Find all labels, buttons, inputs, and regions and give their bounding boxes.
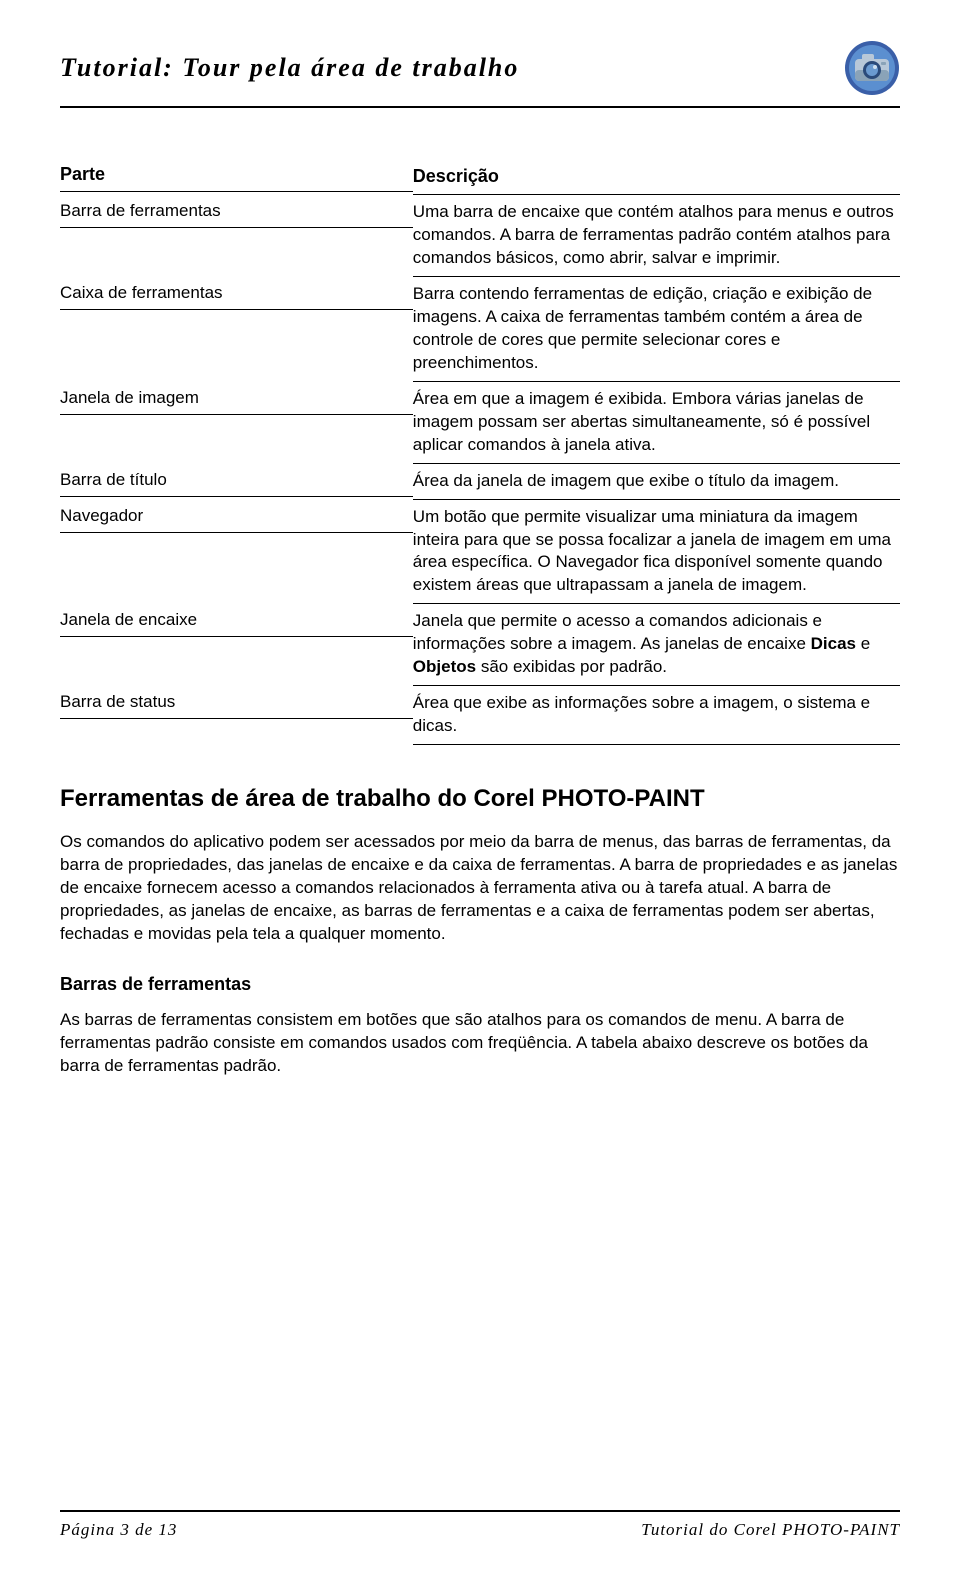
sub-paragraph: As barras de ferramentas consistem em bo… xyxy=(60,1009,900,1078)
row-description: Barra contendo ferramentas de edição, cr… xyxy=(413,277,900,382)
section-paragraph: Os comandos do aplicativo podem ser aces… xyxy=(60,831,900,946)
row-description: Área em que a imagem é exibida. Embora v… xyxy=(413,382,900,464)
camera-icon xyxy=(844,40,900,96)
footer-doc-title: Tutorial do Corel PHOTO-PAINT xyxy=(641,1520,900,1540)
section-heading: Ferramentas de área de trabalho do Corel… xyxy=(60,785,900,813)
sub-heading: Barras de ferramentas xyxy=(60,974,900,995)
row-label: Caixa de ferramentas xyxy=(60,277,413,310)
row-label: Barra de status xyxy=(60,686,413,719)
description-table: Parte Descrição Barra de ferramentas Uma… xyxy=(60,158,900,745)
table-row: Janela de encaixe Janela que permite o a… xyxy=(60,604,900,686)
row-label: Janela de encaixe xyxy=(60,604,413,637)
table-header-row: Parte Descrição xyxy=(60,158,900,195)
page-title: Tutorial: Tour pela área de trabalho xyxy=(60,53,519,83)
table-row: Caixa de ferramentas Barra contendo ferr… xyxy=(60,277,900,382)
row-description: Um botão que permite visualizar uma mini… xyxy=(413,500,900,605)
column-header-descricao: Descrição xyxy=(413,158,900,195)
column-header-parte: Parte xyxy=(60,158,413,192)
table-row: Barra de status Área que exibe as inform… xyxy=(60,686,900,745)
row-label: Janela de imagem xyxy=(60,382,413,415)
row-description: Área que exibe as informações sobre a im… xyxy=(413,686,900,745)
row-label: Barra de título xyxy=(60,464,413,497)
row-description: Área da janela de imagem que exibe o tít… xyxy=(413,464,900,500)
table-row: Barra de ferramentas Uma barra de encaix… xyxy=(60,195,900,277)
row-label: Barra de ferramentas xyxy=(60,195,413,228)
page-header: Tutorial: Tour pela área de trabalho xyxy=(60,40,900,108)
table-row: Navegador Um botão que permite visualiza… xyxy=(60,500,900,605)
row-label: Navegador xyxy=(60,500,413,533)
row-description: Uma barra de encaixe que contém atalhos … xyxy=(413,195,900,277)
table-row: Barra de título Área da janela de imagem… xyxy=(60,464,900,500)
footer-page-number: Página 3 de 13 xyxy=(60,1520,177,1540)
page-footer: Página 3 de 13 Tutorial do Corel PHOTO-P… xyxy=(60,1510,900,1540)
row-description: Janela que permite o acesso a comandos a… xyxy=(413,604,900,686)
table-row: Janela de imagem Área em que a imagem é … xyxy=(60,382,900,464)
